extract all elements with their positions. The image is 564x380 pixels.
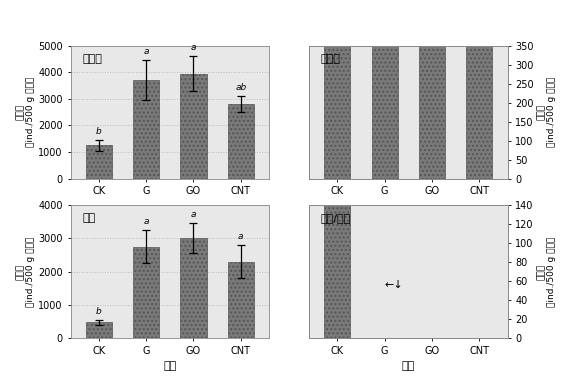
Bar — [324, 0, 350, 338]
Bar — [180, 239, 206, 338]
Bar — [419, 0, 445, 179]
Text: a: a — [143, 217, 149, 226]
Text: 植食: 植食 — [82, 213, 96, 223]
Text: a: a — [238, 232, 244, 241]
X-axis label: 处理: 处理 — [402, 361, 415, 371]
Y-axis label: 个体数
（ind./500 g 干土）: 个体数 （ind./500 g 干土） — [16, 77, 36, 147]
Text: 食真菌: 食真菌 — [321, 54, 341, 63]
Y-axis label: 个体数
（ind./500 g 干土）: 个体数 （ind./500 g 干土） — [536, 77, 556, 147]
Bar — [372, 0, 398, 179]
Bar — [324, 0, 350, 179]
Y-axis label: 个体数
（ind./500 g 干土）: 个体数 （ind./500 g 干土） — [536, 237, 556, 307]
Text: ab: ab — [235, 83, 246, 92]
Text: a: a — [143, 47, 149, 56]
Bar — [86, 145, 112, 179]
Text: ←↓: ←↓ — [385, 280, 403, 290]
Text: a: a — [191, 211, 196, 220]
Bar — [86, 322, 112, 338]
Text: 食细菌: 食细菌 — [82, 54, 102, 63]
Bar — [133, 80, 159, 179]
Y-axis label: 个体数
（ind./500 g 干土）: 个体数 （ind./500 g 干土） — [16, 237, 36, 307]
Text: 捕食/杂食: 捕食/杂食 — [321, 213, 351, 223]
Bar — [180, 74, 206, 179]
Bar — [228, 104, 254, 179]
X-axis label: 处理: 处理 — [163, 361, 177, 371]
Bar — [133, 247, 159, 338]
Text: b: b — [96, 127, 102, 136]
Bar — [228, 262, 254, 338]
Text: b: b — [96, 307, 102, 315]
Text: a: a — [191, 43, 196, 52]
Bar — [466, 0, 492, 179]
